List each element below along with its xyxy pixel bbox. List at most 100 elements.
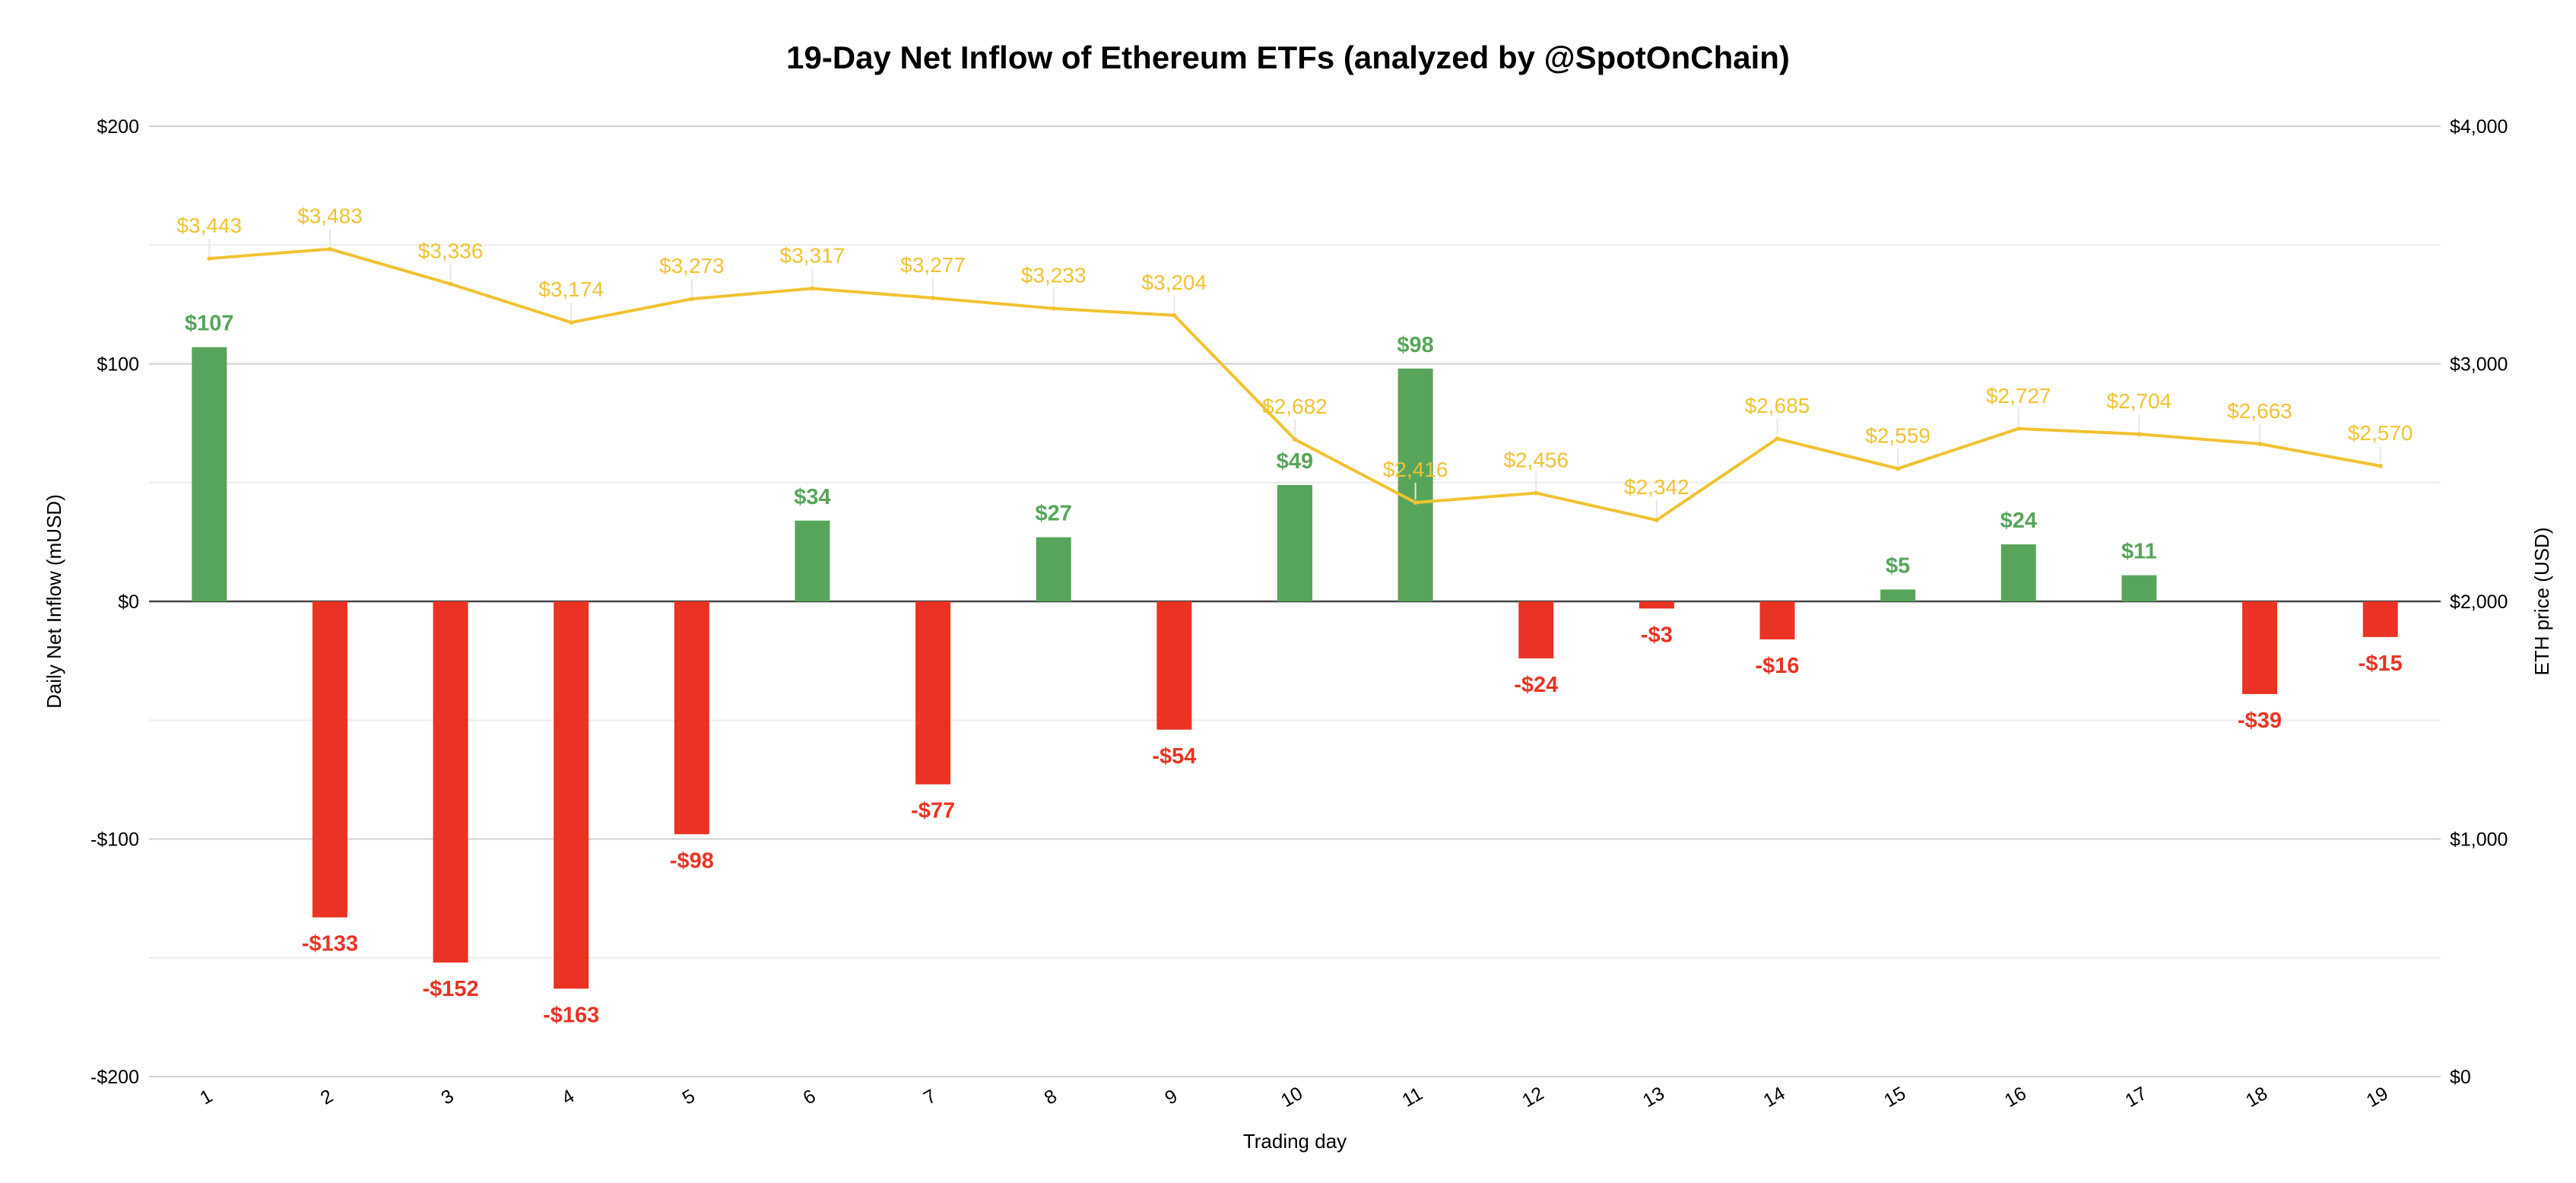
bar	[312, 601, 347, 918]
bar-data-label: -$54	[1152, 744, 1196, 769]
price-point	[327, 246, 332, 252]
y2-tick-label: $4,000	[2450, 116, 2508, 138]
x-tick-label: 5	[679, 1085, 699, 1108]
bar-data-label: -$39	[2238, 709, 2282, 733]
bar-data-label: $98	[1397, 333, 1433, 357]
bar-data-label: -$15	[2359, 652, 2403, 676]
price-point	[1775, 436, 1780, 441]
bar	[2242, 601, 2278, 694]
price-point	[810, 286, 815, 291]
price-point	[448, 281, 453, 287]
bar	[2121, 575, 2157, 601]
x-tick-label: 18	[2242, 1083, 2271, 1112]
x-tick-label: 12	[1518, 1083, 1547, 1112]
price-point	[1413, 500, 1418, 505]
bar-data-label: -$77	[911, 799, 955, 823]
bar-data-label: $49	[1277, 449, 1313, 474]
bar	[915, 601, 951, 785]
price-data-label: $2,559	[1865, 423, 1930, 447]
x-tick-label: 1	[196, 1085, 216, 1108]
bar-data-label: $34	[794, 485, 830, 509]
price-data-label: $2,416	[1383, 458, 1448, 481]
bar	[192, 347, 227, 601]
price-data-label: $2,456	[1503, 449, 1569, 472]
x-tick-label: 4	[558, 1085, 578, 1108]
price-point	[2137, 432, 2142, 436]
price-data-label: $3,233	[1021, 264, 1087, 287]
x-tick-label: 16	[2001, 1083, 2030, 1112]
bar-data-label: $24	[2000, 509, 2037, 533]
price-point	[569, 320, 574, 325]
price-data-label: $3,443	[176, 214, 242, 237]
price-point	[1896, 466, 1901, 471]
price-data-label: $2,685	[1745, 394, 1810, 417]
bar-data-label: -$133	[302, 932, 358, 956]
bar-data-label: -$16	[1756, 654, 1800, 678]
x-tick-label: 11	[1398, 1083, 1426, 1111]
price-line	[209, 247, 2381, 522]
price-point	[2016, 426, 2021, 431]
price-point	[1293, 436, 1297, 442]
bar-data-label: -$163	[543, 1003, 599, 1027]
x-tick-label: 17	[2121, 1083, 2150, 1112]
price-data-label: $2,570	[2348, 421, 2413, 445]
bar-data-label: -$24	[1514, 673, 1558, 697]
price-data-label: $3,336	[418, 239, 484, 263]
price-point	[2257, 441, 2263, 446]
price-point	[689, 297, 694, 302]
bar-data-label: -$98	[670, 848, 714, 873]
price-point	[1654, 518, 1659, 523]
y2-tick-label: $3,000	[2450, 354, 2508, 376]
price-data-label: $2,682	[1262, 395, 1328, 418]
chart-title: 19-Day Net Inflow of Ethereum ETFs (anal…	[786, 40, 1790, 75]
x-tick-label: 10	[1277, 1083, 1306, 1112]
bar-data-label: $5	[1886, 553, 1910, 578]
x-tick-label: 15	[1880, 1083, 1909, 1112]
price-data-label: $3,273	[659, 254, 725, 278]
y2-tick-label: $0	[2450, 1067, 2471, 1088]
x-tick-label: 7	[920, 1085, 940, 1108]
x-tick-label: 6	[799, 1085, 819, 1108]
y-tick-label: -$100	[90, 829, 139, 851]
bar	[554, 601, 589, 989]
bar	[1036, 537, 1071, 601]
bar	[1277, 484, 1312, 601]
bar	[795, 520, 830, 601]
price-data-label: $2,704	[2107, 389, 2172, 413]
y-axis-title: Daily Net Inflow (mUSD)	[43, 494, 65, 709]
y-tick-label: $0	[118, 592, 139, 613]
bar	[1759, 601, 1795, 639]
x-tick-label: 2	[317, 1085, 337, 1108]
bar	[1518, 601, 1554, 658]
x-tick-label: 8	[1041, 1085, 1061, 1108]
price-data-label: $2,663	[2227, 399, 2292, 423]
bar-data-label: -$152	[422, 977, 478, 1001]
price-point	[207, 256, 212, 262]
x-axis-title: Trading day	[1243, 1130, 1347, 1153]
price-data-label: $3,317	[780, 243, 845, 267]
price-point	[1534, 490, 1539, 496]
bar	[2000, 544, 2036, 601]
price-data-label: $3,174	[538, 278, 604, 301]
bar	[674, 601, 709, 835]
y2-axis-title: ETH price (USD)	[2530, 527, 2553, 675]
price-data-label: $3,483	[297, 205, 363, 228]
bar	[433, 601, 468, 963]
x-tick-label: 3	[438, 1085, 458, 1108]
y2-tick-label: $2,000	[2450, 592, 2508, 613]
price-point	[2378, 463, 2383, 468]
bar	[2362, 601, 2398, 637]
bar	[1880, 589, 1916, 601]
price-data-label: $3,204	[1142, 271, 1207, 294]
x-tick-label: 13	[1639, 1083, 1668, 1112]
price-point	[1172, 312, 1177, 318]
bar	[1639, 601, 1674, 609]
bar-data-label: $27	[1036, 502, 1072, 526]
x-tick-label: 14	[1759, 1083, 1788, 1112]
bar-data-label: $11	[2121, 540, 2157, 564]
y-tick-label: -$200	[90, 1067, 139, 1088]
y-tick-label: $200	[97, 116, 139, 138]
y-tick-label: $100	[97, 354, 139, 376]
price-point	[931, 295, 936, 300]
